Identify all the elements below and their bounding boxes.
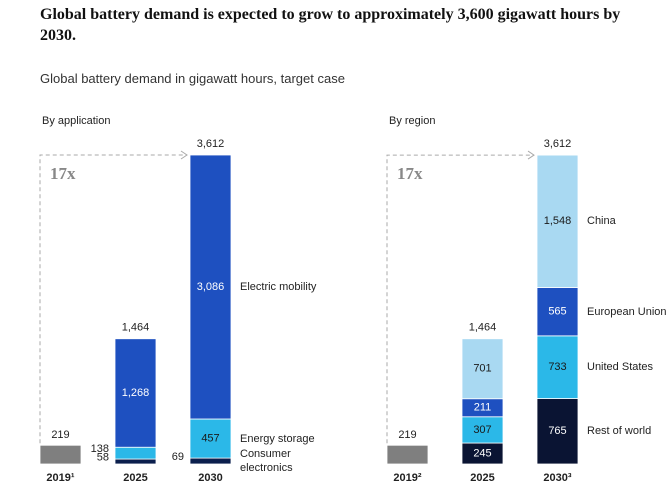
legend-label: European Union (587, 305, 667, 318)
x-tick-label: 2019¹ (46, 472, 74, 484)
data-label: 1,548 (544, 215, 572, 227)
growth-frame (39, 154, 187, 444)
data-label: 219 (51, 429, 69, 441)
bar-segment (114, 446, 157, 460)
bar-segment (114, 338, 157, 448)
data-label: 3,086 (197, 281, 225, 293)
bar-segment (536, 335, 579, 399)
legend-label: United States (587, 361, 654, 374)
total-label: 3,612 (197, 138, 225, 150)
annotation: 17x (397, 164, 423, 183)
legend-label: Electric mobility (240, 281, 317, 293)
bar-segment (461, 338, 504, 400)
data-label: 58 (97, 451, 109, 463)
bar-segment (536, 287, 579, 337)
bar-segment (189, 418, 232, 459)
bar-segment (189, 457, 232, 465)
total-label: 3,612 (544, 138, 572, 150)
subtitle: Global battery demand in gigawatt hours,… (40, 71, 345, 86)
data-label: 1,268 (122, 387, 150, 399)
x-tick-label: 2030³ (543, 472, 571, 484)
arrow-head (180, 150, 188, 160)
data-label: 211 (474, 402, 492, 414)
bar-segment (386, 444, 429, 465)
data-label: 701 (473, 363, 491, 375)
x-tick-label: 2025 (470, 472, 494, 484)
legend-label: Energy storage (240, 432, 315, 445)
legend-label: Rest of world (587, 425, 652, 438)
legend-label: China (587, 215, 616, 228)
legend-label: Consumer electronics (240, 448, 293, 475)
data-label: 245 (473, 447, 491, 459)
data-label: 565 (548, 306, 566, 318)
data-label: 765 (548, 425, 566, 437)
panel-subtitle: By application (42, 115, 111, 127)
growth-frame (386, 154, 534, 444)
title: Global battery demand is expected to gro… (40, 6, 621, 44)
bar-segment (114, 458, 157, 465)
data-label: 138 (91, 443, 109, 455)
x-tick-label: 2030 (198, 472, 222, 484)
bar-segment (39, 444, 82, 465)
arrow-head (527, 150, 535, 160)
x-tick-label: 2019² (393, 472, 421, 484)
data-label: 733 (548, 361, 566, 373)
data-label: 219 (398, 429, 416, 441)
annotation: 17x (50, 164, 76, 183)
total-label: 1,464 (122, 322, 150, 334)
bar-segment (536, 398, 579, 465)
data-label: 69 (172, 451, 184, 463)
data-label: 457 (201, 432, 219, 444)
x-tick-label: 2025 (123, 472, 147, 484)
panel-subtitle: By region (389, 115, 435, 127)
bar-segment (536, 154, 579, 288)
data-label: 307 (473, 424, 491, 436)
bar-segment (461, 416, 504, 444)
bar-segment (189, 154, 232, 420)
total-label: 1,464 (469, 322, 497, 334)
